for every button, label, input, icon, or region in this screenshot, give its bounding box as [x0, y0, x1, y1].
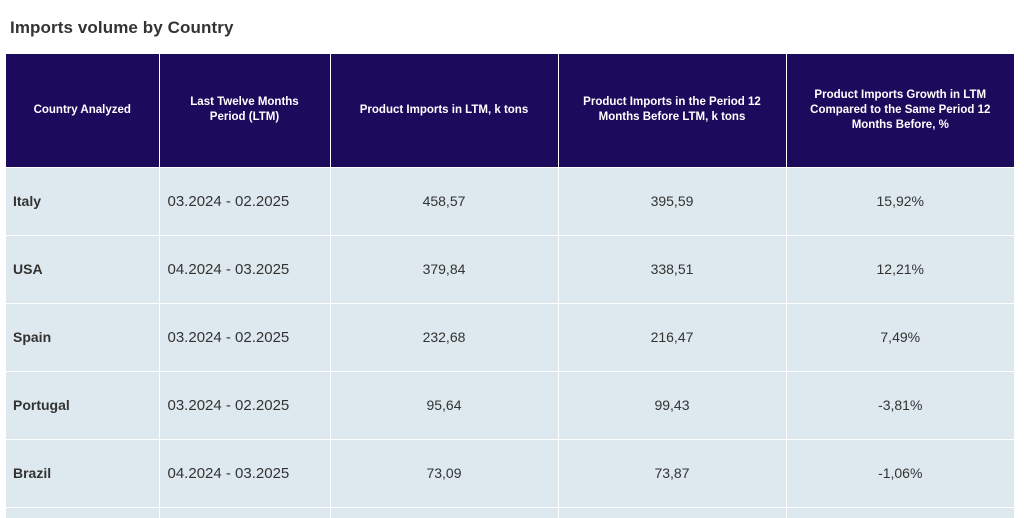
cell-period: 03.2024 - 02.2025: [159, 166, 331, 236]
table-row: Italy 03.2024 - 02.2025 458,57 395,59 15…: [6, 166, 1014, 236]
header-country: Country Analyzed: [6, 54, 160, 167]
cell-imports-prev: 216,47: [558, 303, 787, 372]
cell-empty: [330, 507, 559, 518]
cell-imports-ltm: 458,57: [330, 166, 559, 236]
cell-country: Italy: [6, 166, 160, 236]
table-header-row: Country Analyzed Last Twelve Months Peri…: [6, 54, 1014, 167]
imports-table: Country Analyzed Last Twelve Months Peri…: [6, 54, 1014, 518]
cell-imports-prev: 99,43: [558, 371, 787, 440]
cell-country: Spain: [6, 303, 160, 372]
cell-country: Portugal: [6, 371, 160, 440]
cell-country: Brazil: [6, 439, 160, 508]
cell-imports-prev: 338,51: [558, 235, 787, 304]
table-row: Spain 03.2024 - 02.2025 232,68 216,47 7,…: [6, 303, 1014, 372]
header-growth: Product Imports Growth in LTM Compared t…: [786, 54, 1014, 167]
cell-growth: 12,21%: [786, 235, 1014, 304]
cell-imports-prev: 73,87: [558, 439, 787, 508]
cell-empty: [558, 507, 787, 518]
cell-growth: -1,06%: [786, 439, 1014, 508]
header-imports-prev: Product Imports in the Period 12 Months …: [558, 54, 787, 167]
cell-imports-prev: 395,59: [558, 166, 787, 236]
cell-imports-ltm: 379,84: [330, 235, 559, 304]
cell-imports-ltm: 95,64: [330, 371, 559, 440]
cell-empty: [6, 507, 160, 518]
cell-period: 03.2024 - 02.2025: [159, 371, 331, 440]
cell-period: 03.2024 - 02.2025: [159, 303, 331, 372]
cell-imports-ltm: 232,68: [330, 303, 559, 372]
cell-growth: -3,81%: [786, 371, 1014, 440]
cell-growth: 7,49%: [786, 303, 1014, 372]
cell-imports-ltm: 73,09: [330, 439, 559, 508]
cell-empty: [786, 507, 1014, 518]
page-title: Imports volume by Country: [10, 18, 234, 37]
cell-empty: [159, 507, 331, 518]
cell-country: USA: [6, 235, 160, 304]
header-period: Last Twelve Months Period (LTM): [159, 54, 331, 167]
cell-period: 04.2024 - 03.2025: [159, 235, 331, 304]
table-row-partial: [6, 507, 1014, 518]
header-imports-ltm: Product Imports in LTM, k tons: [330, 54, 559, 167]
table-row: Portugal 03.2024 - 02.2025 95,64 99,43 -…: [6, 371, 1014, 440]
cell-period: 04.2024 - 03.2025: [159, 439, 331, 508]
table-row: USA 04.2024 - 03.2025 379,84 338,51 12,2…: [6, 235, 1014, 304]
cell-growth: 15,92%: [786, 166, 1014, 236]
table-row: Brazil 04.2024 - 03.2025 73,09 73,87 -1,…: [6, 439, 1014, 508]
